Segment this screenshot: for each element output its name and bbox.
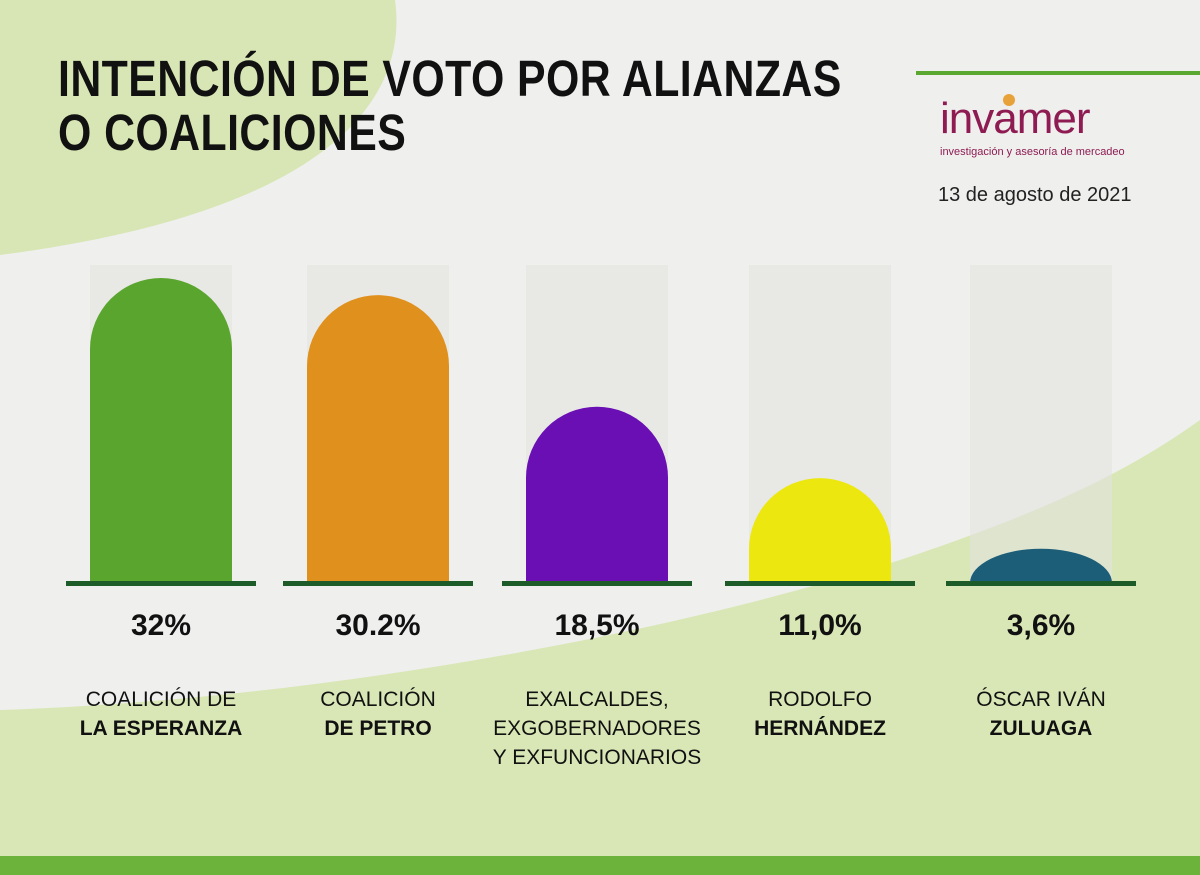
bar-baseline (725, 581, 915, 586)
value-label: 32% (131, 609, 191, 642)
bar-4 (749, 478, 891, 583)
category-label: EXALCALDES, (525, 688, 669, 711)
category-label: Y EXFUNCIONARIOS (493, 746, 701, 769)
bar-track (970, 265, 1112, 583)
title-line-1: INTENCIÓN DE VOTO POR ALIANZAS (58, 50, 842, 107)
bar-5 (970, 548, 1112, 583)
bar-3 (526, 406, 668, 583)
category-label: ZULUAGA (990, 717, 1093, 740)
brand-tagline: investigación y asesoría de mercadeo (940, 146, 1125, 158)
title-line-2: O COALICIONES (58, 104, 407, 161)
category-label: HERNÁNDEZ (754, 717, 886, 740)
brand-logo: invamer investigación y asesoría de merc… (940, 94, 1140, 158)
value-label: 3,6% (1007, 609, 1075, 642)
category-label: COALICIÓN (320, 688, 436, 711)
value-label: 11,0% (778, 609, 861, 642)
category-label: ÓSCAR IVÁN (976, 688, 1106, 711)
category-label: DE PETRO (324, 717, 431, 740)
page-title: INTENCIÓN DE VOTO POR ALIANZAS O COALICI… (58, 52, 842, 160)
bar-baseline (66, 581, 256, 586)
category-label: EXGOBERNADORES (493, 717, 701, 740)
bar-2 (307, 295, 449, 583)
bar-1 (90, 278, 232, 583)
survey-date: 13 de agosto de 2021 (938, 184, 1132, 206)
bar-baseline (283, 581, 473, 586)
logo-dot-icon (1003, 94, 1015, 106)
category-label: LA ESPERANZA (80, 717, 243, 740)
bar-baseline (502, 581, 692, 586)
category-label: RODOLFO (768, 688, 872, 711)
value-label: 18,5% (554, 609, 639, 642)
title-divider (916, 71, 1200, 75)
bar-baseline (946, 581, 1136, 586)
category-label: COALICIÓN DE (86, 688, 237, 711)
brand-name: invamer (940, 94, 1091, 143)
bottom-accent-bar (0, 856, 1200, 875)
value-label: 30.2% (335, 609, 420, 642)
